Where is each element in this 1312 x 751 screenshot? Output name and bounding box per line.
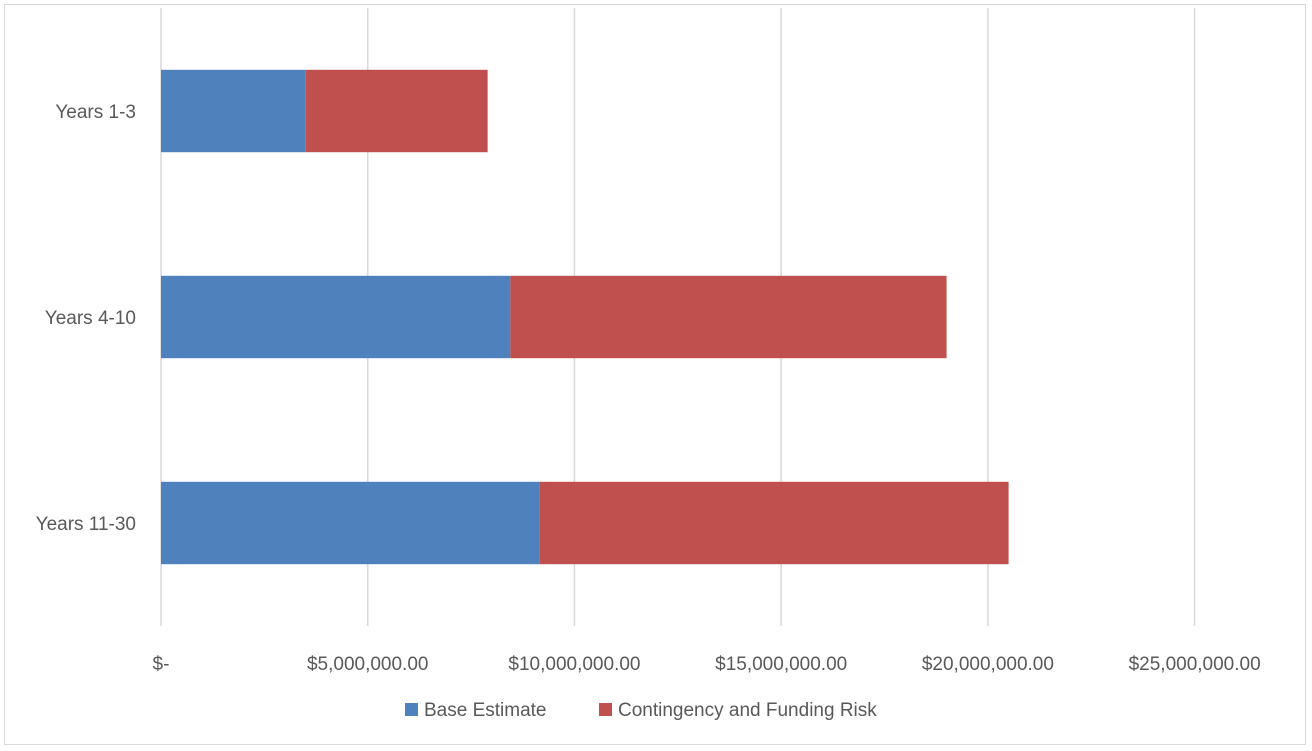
category-label: Years 11-30 [36,514,136,535]
category-labels: Years 1-3 Years 4-10 Years 11-30 [36,102,136,535]
x-tick-labels: $- $5,000,000.00 $10,000,000.00 $15,000,000… [153,654,1261,675]
x-tick-label: $- [153,654,170,675]
legend-label: Contingency and Funding Risk [618,700,877,721]
x-tick-label: $15,000,000.00 [715,654,847,675]
legend: Base Estimate Contingency and Funding Ris… [405,700,877,721]
bar-base-estimate-0 [161,69,306,153]
bar-contingency-0 [305,69,488,153]
x-tick-label: $20,000,000.00 [922,654,1054,675]
legend-swatch-0 [405,703,418,716]
bar-base-estimate-2 [161,481,540,565]
x-tick-label: $10,000,000.00 [508,654,640,675]
bar-contingency-2 [539,481,1009,565]
bars [161,69,1009,565]
bar-contingency-1 [510,275,947,359]
x-tick-label: $25,000,000.00 [1129,654,1261,675]
category-label: Years 1-3 [55,102,136,123]
x-tick-label: $5,000,000.00 [307,654,429,675]
bar-base-estimate-1 [161,275,511,359]
legend-swatch-1 [599,703,612,716]
category-label: Years 4-10 [45,308,136,329]
legend-label: Base Estimate [424,700,547,721]
